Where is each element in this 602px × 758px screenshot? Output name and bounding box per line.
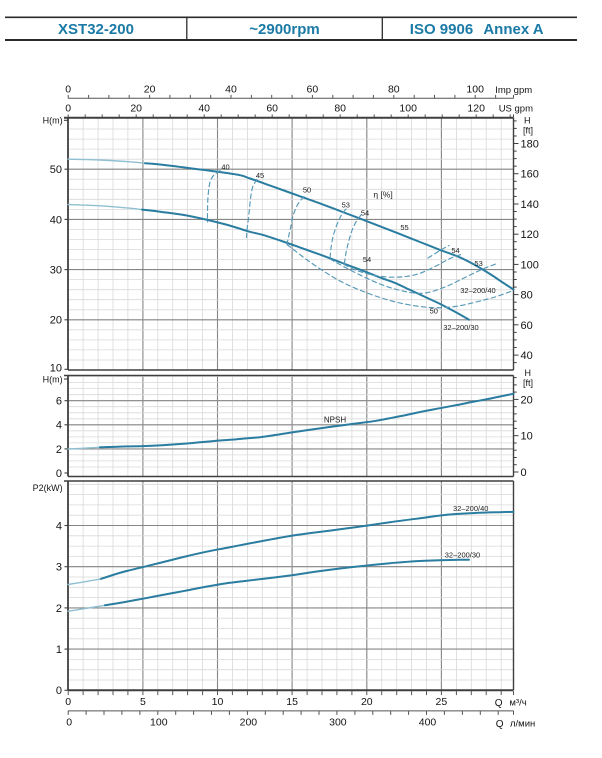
svg-text:15: 15 (286, 696, 298, 708)
svg-text:25: 25 (436, 696, 448, 708)
svg-text:40: 40 (198, 102, 210, 114)
svg-text:50: 50 (50, 164, 62, 176)
svg-text:40: 40 (50, 214, 62, 226)
svg-text:10: 10 (212, 696, 224, 708)
svg-text:120: 120 (521, 229, 539, 241)
svg-text:160: 160 (521, 169, 539, 181)
svg-text:л/мин: л/мин (510, 718, 535, 729)
svg-text:20: 20 (521, 394, 533, 406)
svg-text:H(m): H(m) (43, 116, 63, 126)
svg-text:Annex A: Annex A (483, 21, 543, 38)
svg-text:0: 0 (65, 102, 71, 114)
svg-text:м³/ч: м³/ч (509, 697, 526, 708)
svg-text:0: 0 (66, 716, 72, 728)
svg-text:80: 80 (334, 102, 346, 114)
svg-text:53: 53 (474, 259, 482, 268)
svg-text:0: 0 (521, 467, 527, 479)
svg-text:5: 5 (140, 696, 146, 708)
svg-text:1: 1 (56, 644, 62, 656)
svg-text:40: 40 (225, 84, 237, 96)
svg-text:32–200/40: 32–200/40 (453, 504, 488, 513)
svg-text:32–200/40: 32–200/40 (460, 286, 495, 295)
svg-text:40: 40 (521, 350, 533, 362)
svg-text:6: 6 (56, 396, 62, 408)
svg-text:100: 100 (521, 259, 539, 271)
svg-text:100: 100 (399, 102, 417, 114)
svg-text:Imp gpm: Imp gpm (495, 85, 532, 96)
svg-text:20: 20 (130, 102, 142, 114)
svg-text:Q: Q (496, 719, 504, 730)
svg-text:54: 54 (363, 255, 371, 264)
svg-text:0: 0 (56, 468, 62, 480)
svg-text:54: 54 (451, 246, 459, 255)
svg-text:[ft]: [ft] (523, 126, 533, 136)
svg-text:XST32-200: XST32-200 (58, 21, 134, 38)
svg-text:3: 3 (56, 562, 62, 574)
svg-text:10: 10 (50, 363, 62, 375)
svg-text:0: 0 (65, 84, 71, 96)
svg-text:0: 0 (65, 696, 71, 708)
svg-text:80: 80 (388, 84, 400, 96)
svg-text:60: 60 (266, 102, 278, 114)
svg-text:H: H (525, 368, 532, 378)
svg-text:10: 10 (521, 431, 533, 443)
svg-text:120: 120 (467, 102, 485, 114)
svg-text:100: 100 (466, 84, 484, 96)
svg-text:50: 50 (303, 186, 311, 195)
svg-text:180: 180 (521, 139, 539, 151)
svg-text:54: 54 (361, 208, 369, 217)
svg-text:[ft]: [ft] (523, 378, 533, 388)
svg-text:20: 20 (50, 315, 62, 327)
svg-text:60: 60 (521, 320, 533, 332)
svg-text:300: 300 (329, 716, 347, 728)
svg-text:55: 55 (400, 223, 408, 232)
svg-text:140: 140 (521, 199, 539, 211)
svg-text:80: 80 (521, 290, 533, 302)
svg-text:P2(kW): P2(kW) (33, 483, 63, 493)
svg-text:~2900rpm: ~2900rpm (249, 21, 319, 38)
svg-text:45: 45 (256, 171, 264, 180)
svg-text:50: 50 (430, 307, 438, 316)
svg-text:ISO 9906: ISO 9906 (410, 21, 473, 38)
svg-text:H(m): H(m) (43, 374, 63, 384)
svg-text:30: 30 (50, 265, 62, 277)
svg-text:400: 400 (419, 716, 437, 728)
svg-text:20: 20 (144, 84, 156, 96)
svg-text:53: 53 (342, 200, 350, 209)
svg-text:Q: Q (495, 698, 503, 709)
svg-text:η [%]: η [%] (373, 189, 392, 199)
svg-text:2: 2 (56, 444, 62, 456)
svg-text:4: 4 (56, 420, 62, 432)
svg-text:100: 100 (150, 716, 168, 728)
svg-text:2: 2 (56, 603, 62, 615)
svg-text:200: 200 (240, 716, 258, 728)
svg-text:US gpm: US gpm (499, 104, 533, 115)
svg-text:40: 40 (221, 163, 229, 172)
svg-text:4: 4 (56, 520, 62, 532)
svg-text:60: 60 (307, 84, 319, 96)
svg-text:32–200/30: 32–200/30 (443, 323, 478, 332)
svg-text:0: 0 (56, 685, 62, 697)
svg-text:20: 20 (361, 696, 373, 708)
svg-text:32–200/30: 32–200/30 (445, 551, 480, 560)
svg-text:H: H (524, 116, 531, 126)
svg-text:NPSH: NPSH (324, 415, 346, 424)
